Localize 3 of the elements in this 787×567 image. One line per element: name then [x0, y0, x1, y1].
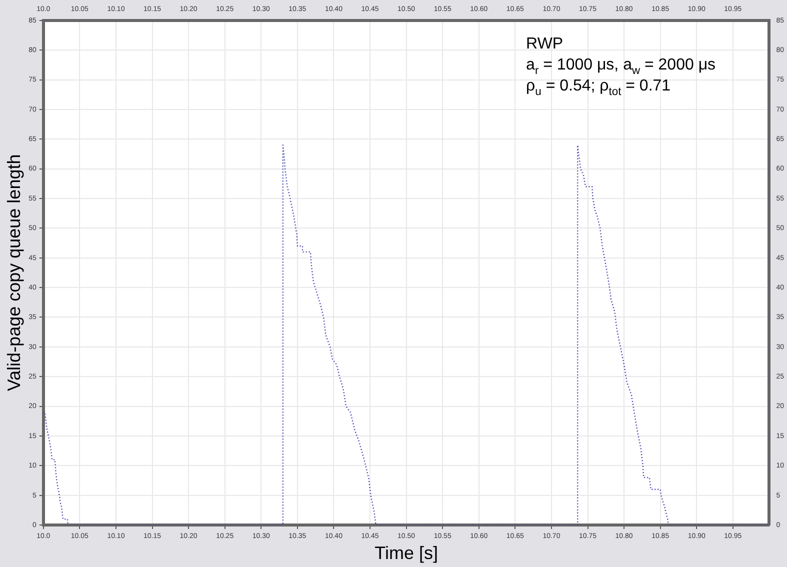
y-axis-title: Valid-page copy queue length: [4, 154, 24, 392]
x-axis-title: Time [s]: [374, 543, 438, 564]
annotation: RWP: [526, 35, 564, 52]
